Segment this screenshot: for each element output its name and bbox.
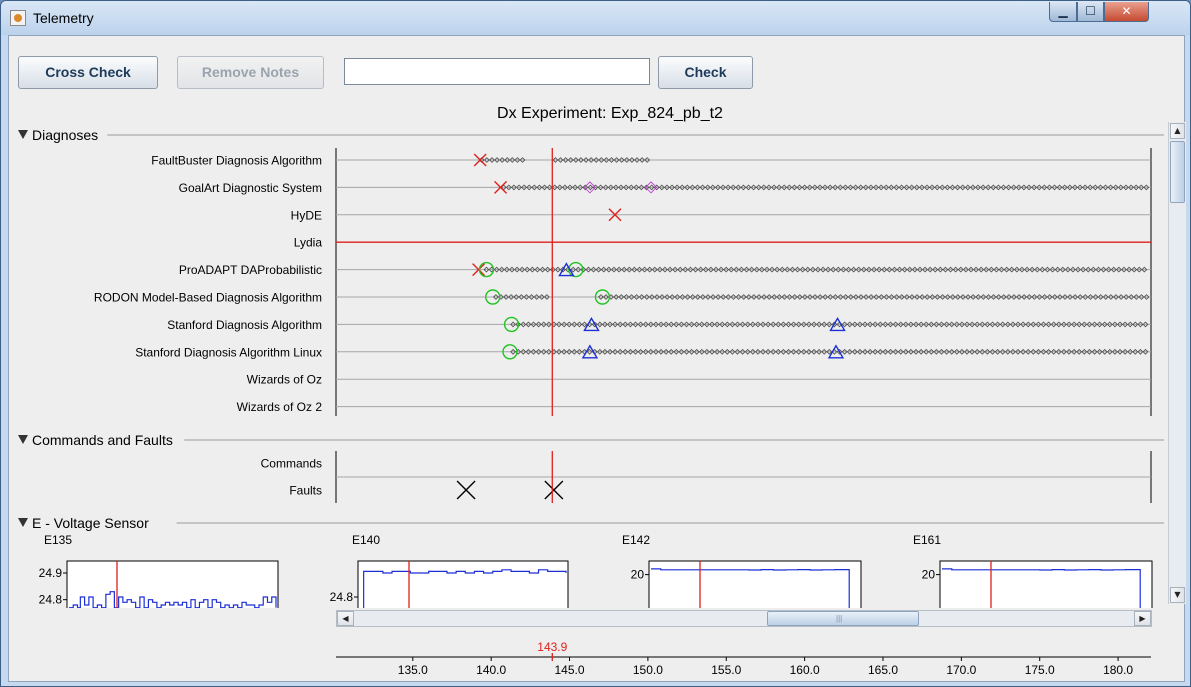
vertical-scroll-thumb[interactable]	[1170, 141, 1185, 203]
x-axis-tick-label: 135.0	[398, 663, 428, 677]
row-label: Wizards of Oz 2	[237, 400, 323, 414]
sensor-plot-frame	[939, 560, 1153, 616]
title-bar[interactable]: Telemetry ▁ ☐ ✕	[1, 1, 1190, 35]
triangle-marker	[829, 317, 846, 332]
circle-marker	[485, 289, 501, 305]
sensor-plot-frame	[357, 560, 569, 616]
fault-x-marker	[544, 480, 564, 500]
commands-faults-section: Commands and Faults	[32, 432, 173, 448]
fault-x-marker	[456, 480, 476, 500]
triangle-marker	[558, 262, 575, 277]
circle-marker	[502, 344, 518, 360]
voltage-section: E - Voltage Sensor	[32, 515, 149, 531]
horizontal-scrollbar[interactable]: ◀ ||| ▶	[336, 610, 1152, 627]
diagnoses-section-toggle-icon	[18, 130, 28, 139]
experiment-title: Dx Experiment: Exp_824_pb_t2	[497, 105, 723, 122]
remove-notes-button[interactable]: Remove Notes	[177, 56, 324, 89]
x-axis-tick-label: 155.0	[711, 663, 741, 677]
scroll-down-button[interactable]: ▼	[1170, 587, 1185, 603]
row-label: Lydia	[294, 236, 323, 250]
sensor-y-tick-label: 20	[922, 568, 936, 582]
triangle-marker	[827, 344, 845, 359]
row-label: HyDE	[291, 208, 322, 222]
purple-diamond-marker	[583, 181, 597, 194]
diagnosis-diamond	[1141, 266, 1148, 273]
x-axis-tick-label: 180.0	[1103, 663, 1133, 677]
sensor-y-tick-label: 24.8	[39, 593, 63, 607]
commands-faults-section-toggle-icon	[18, 435, 28, 444]
row-label: ProADAPT DAProbabilistic	[179, 263, 322, 277]
sensor-y-tick-label: 20	[631, 568, 645, 582]
check-button[interactable]: Check	[658, 56, 753, 89]
circle-marker	[478, 261, 495, 278]
row-label: GoalArt Diagnostic System	[179, 181, 322, 195]
x-axis-tick-label: 175.0	[1025, 663, 1055, 677]
diagnosis-x-marker	[494, 180, 508, 194]
scroll-right-button[interactable]: ▶	[1134, 611, 1151, 626]
diagnosis-diamond	[543, 294, 550, 300]
row-label: Wizards of Oz	[247, 373, 322, 387]
triangle-marker	[581, 344, 599, 359]
circle-marker	[568, 261, 584, 278]
row-label: Stanford Diagnosis Algorithm Linux	[135, 345, 322, 359]
diagnosis-diamond	[1143, 184, 1150, 191]
vertical-scrollbar[interactable]: ▲ ▼	[1168, 122, 1186, 604]
sensor-title: E142	[622, 533, 650, 547]
diagnosis-x-marker	[473, 153, 487, 167]
cursor-value-label: 143.9	[537, 640, 567, 654]
voltage-section-toggle-icon	[18, 518, 28, 527]
x-axis-tick-label: 160.0	[790, 663, 820, 677]
timeline-chart: Dx Experiment: Exp_824_pb_t2 Diagnoses Com…	[12, 105, 1166, 679]
diagnosis-diamond	[519, 157, 526, 163]
x-axis-tick-label: 145.0	[555, 663, 585, 677]
minimize-button[interactable]: ▁	[1049, 2, 1077, 22]
window-title: Telemetry	[33, 10, 94, 26]
row-label: Stanford Diagnosis Algorithm	[167, 318, 322, 332]
x-axis-tick-label: 150.0	[633, 663, 663, 677]
circle-marker	[594, 289, 611, 305]
diagnosis-diamond	[644, 157, 651, 163]
x-axis-tick-label: 140.0	[476, 663, 506, 677]
maximize-button[interactable]: ☐	[1077, 2, 1104, 22]
notes-input[interactable]	[344, 58, 650, 85]
diagnosis-x-marker	[608, 208, 622, 222]
sensor-title: E135	[44, 533, 72, 547]
purple-diamond-marker	[644, 181, 658, 194]
faults-label: Faults	[289, 484, 322, 498]
diagnosis-diamond	[1142, 321, 1149, 328]
sensor-signal-line	[360, 569, 567, 614]
scroll-left-button[interactable]: ◀	[337, 611, 354, 626]
sensor-y-tick-label: 24.9	[39, 566, 63, 580]
diagnosis-x-marker	[472, 263, 486, 277]
sensor-title: E161	[913, 533, 941, 547]
horizontal-scroll-thumb[interactable]: |||	[767, 611, 919, 626]
x-axis-tick-label: 170.0	[946, 663, 976, 677]
row-label: FaultBuster Diagnosis Algorithm	[151, 154, 322, 168]
sensor-signal-line	[651, 568, 859, 614]
close-button[interactable]: ✕	[1104, 2, 1149, 22]
sensor-signal-line	[69, 591, 277, 609]
content-pane: Cross Check Remove Notes Check Dx Experi…	[8, 35, 1186, 682]
java-app-icon	[10, 10, 26, 26]
cross-check-button[interactable]: Cross Check	[18, 56, 158, 89]
diagnosis-diamond	[1143, 294, 1150, 300]
telemetry-panel: Dx Experiment: Exp_824_pb_t2 Diagnoses Com…	[12, 96, 1166, 679]
sensor-plot-frame	[66, 560, 279, 616]
sensor-title: E140	[352, 533, 380, 547]
commands-label: Commands	[261, 457, 322, 471]
sensor-y-tick-label: 24.8	[330, 590, 354, 604]
circle-marker	[503, 316, 520, 333]
diagnoses-section: Diagnoses	[32, 127, 98, 143]
x-axis-tick-label: 165.0	[868, 663, 898, 677]
scroll-up-button[interactable]: ▲	[1170, 123, 1185, 139]
triangle-marker	[583, 317, 600, 332]
diagnosis-diamond	[1142, 348, 1149, 355]
scroll-grip-icon: |||	[836, 614, 843, 623]
sensor-signal-line	[942, 568, 1150, 614]
sensor-plot-frame	[648, 560, 862, 616]
row-label: RODON Model-Based Diagnosis Algorithm	[94, 291, 322, 305]
